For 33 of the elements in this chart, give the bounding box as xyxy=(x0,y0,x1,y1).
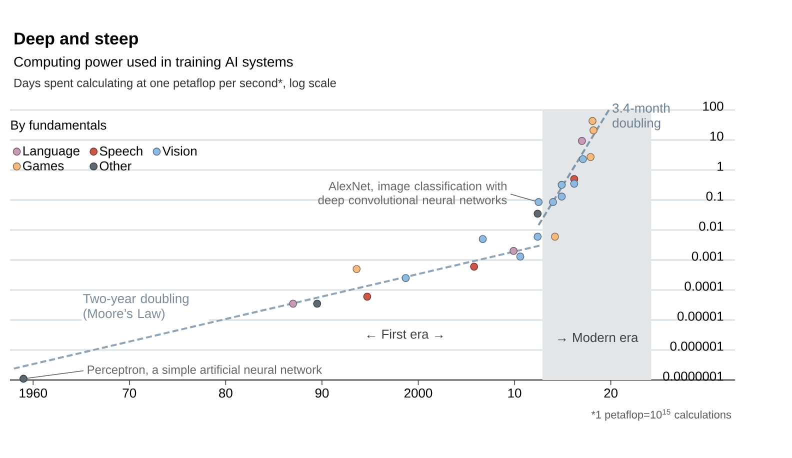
annotation: Perceptron, a simple artificial neural network xyxy=(88,365,322,376)
x-tick-label: 70 xyxy=(122,388,136,398)
text: *1 petaflop=10$^{15}$ calculations xyxy=(591,409,732,421)
y-tick-label: 0.00001 xyxy=(678,312,724,321)
y-tick-label: 100 xyxy=(703,102,724,111)
y-tick-label: 1 xyxy=(718,162,724,171)
legend-title: By fundamentals xyxy=(11,120,106,132)
series-label: 3.4-month doubling xyxy=(612,103,670,130)
annotation: ← First era → xyxy=(367,329,443,339)
y-tick-label: 10 xyxy=(710,132,724,141)
legend-label: Vision xyxy=(162,146,196,156)
legend-label: Speech xyxy=(100,146,142,158)
chart-subtitle: Computing power used in training AI systems xyxy=(14,56,293,70)
y-tick-label: 0.001 xyxy=(692,252,724,261)
x-tick-label: 20 xyxy=(604,388,618,398)
annotation: AlexNet, image classification with deep convolutional neural networks xyxy=(318,182,507,207)
series-label: Two-year doubling (Moore’s Law) xyxy=(83,294,188,321)
x-tick-label: 2000 xyxy=(404,388,432,398)
legend-label: Other xyxy=(100,161,132,171)
y-tick-label: 0.000001 xyxy=(670,342,724,351)
y-tick-label: 0.01 xyxy=(699,222,724,231)
chart-title: Deep and steep xyxy=(14,32,138,48)
x-tick-label: 80 xyxy=(219,388,232,398)
x-tick-label: 90 xyxy=(315,388,329,398)
y-tick-label: 0.0000001 xyxy=(663,372,724,381)
x-tick-label: 1960 xyxy=(20,388,48,398)
y-tick-label: 0.0001 xyxy=(684,282,724,291)
y-axis-title: Days spent calculating at one petaflop per second*, log scale xyxy=(14,78,336,90)
band-label: → Modern era xyxy=(558,332,638,342)
legend-label: Games xyxy=(23,161,64,170)
y-tick-label: 0.1 xyxy=(706,192,724,201)
legend-label: Language xyxy=(23,146,80,158)
x-tick-label: 10 xyxy=(508,388,522,398)
